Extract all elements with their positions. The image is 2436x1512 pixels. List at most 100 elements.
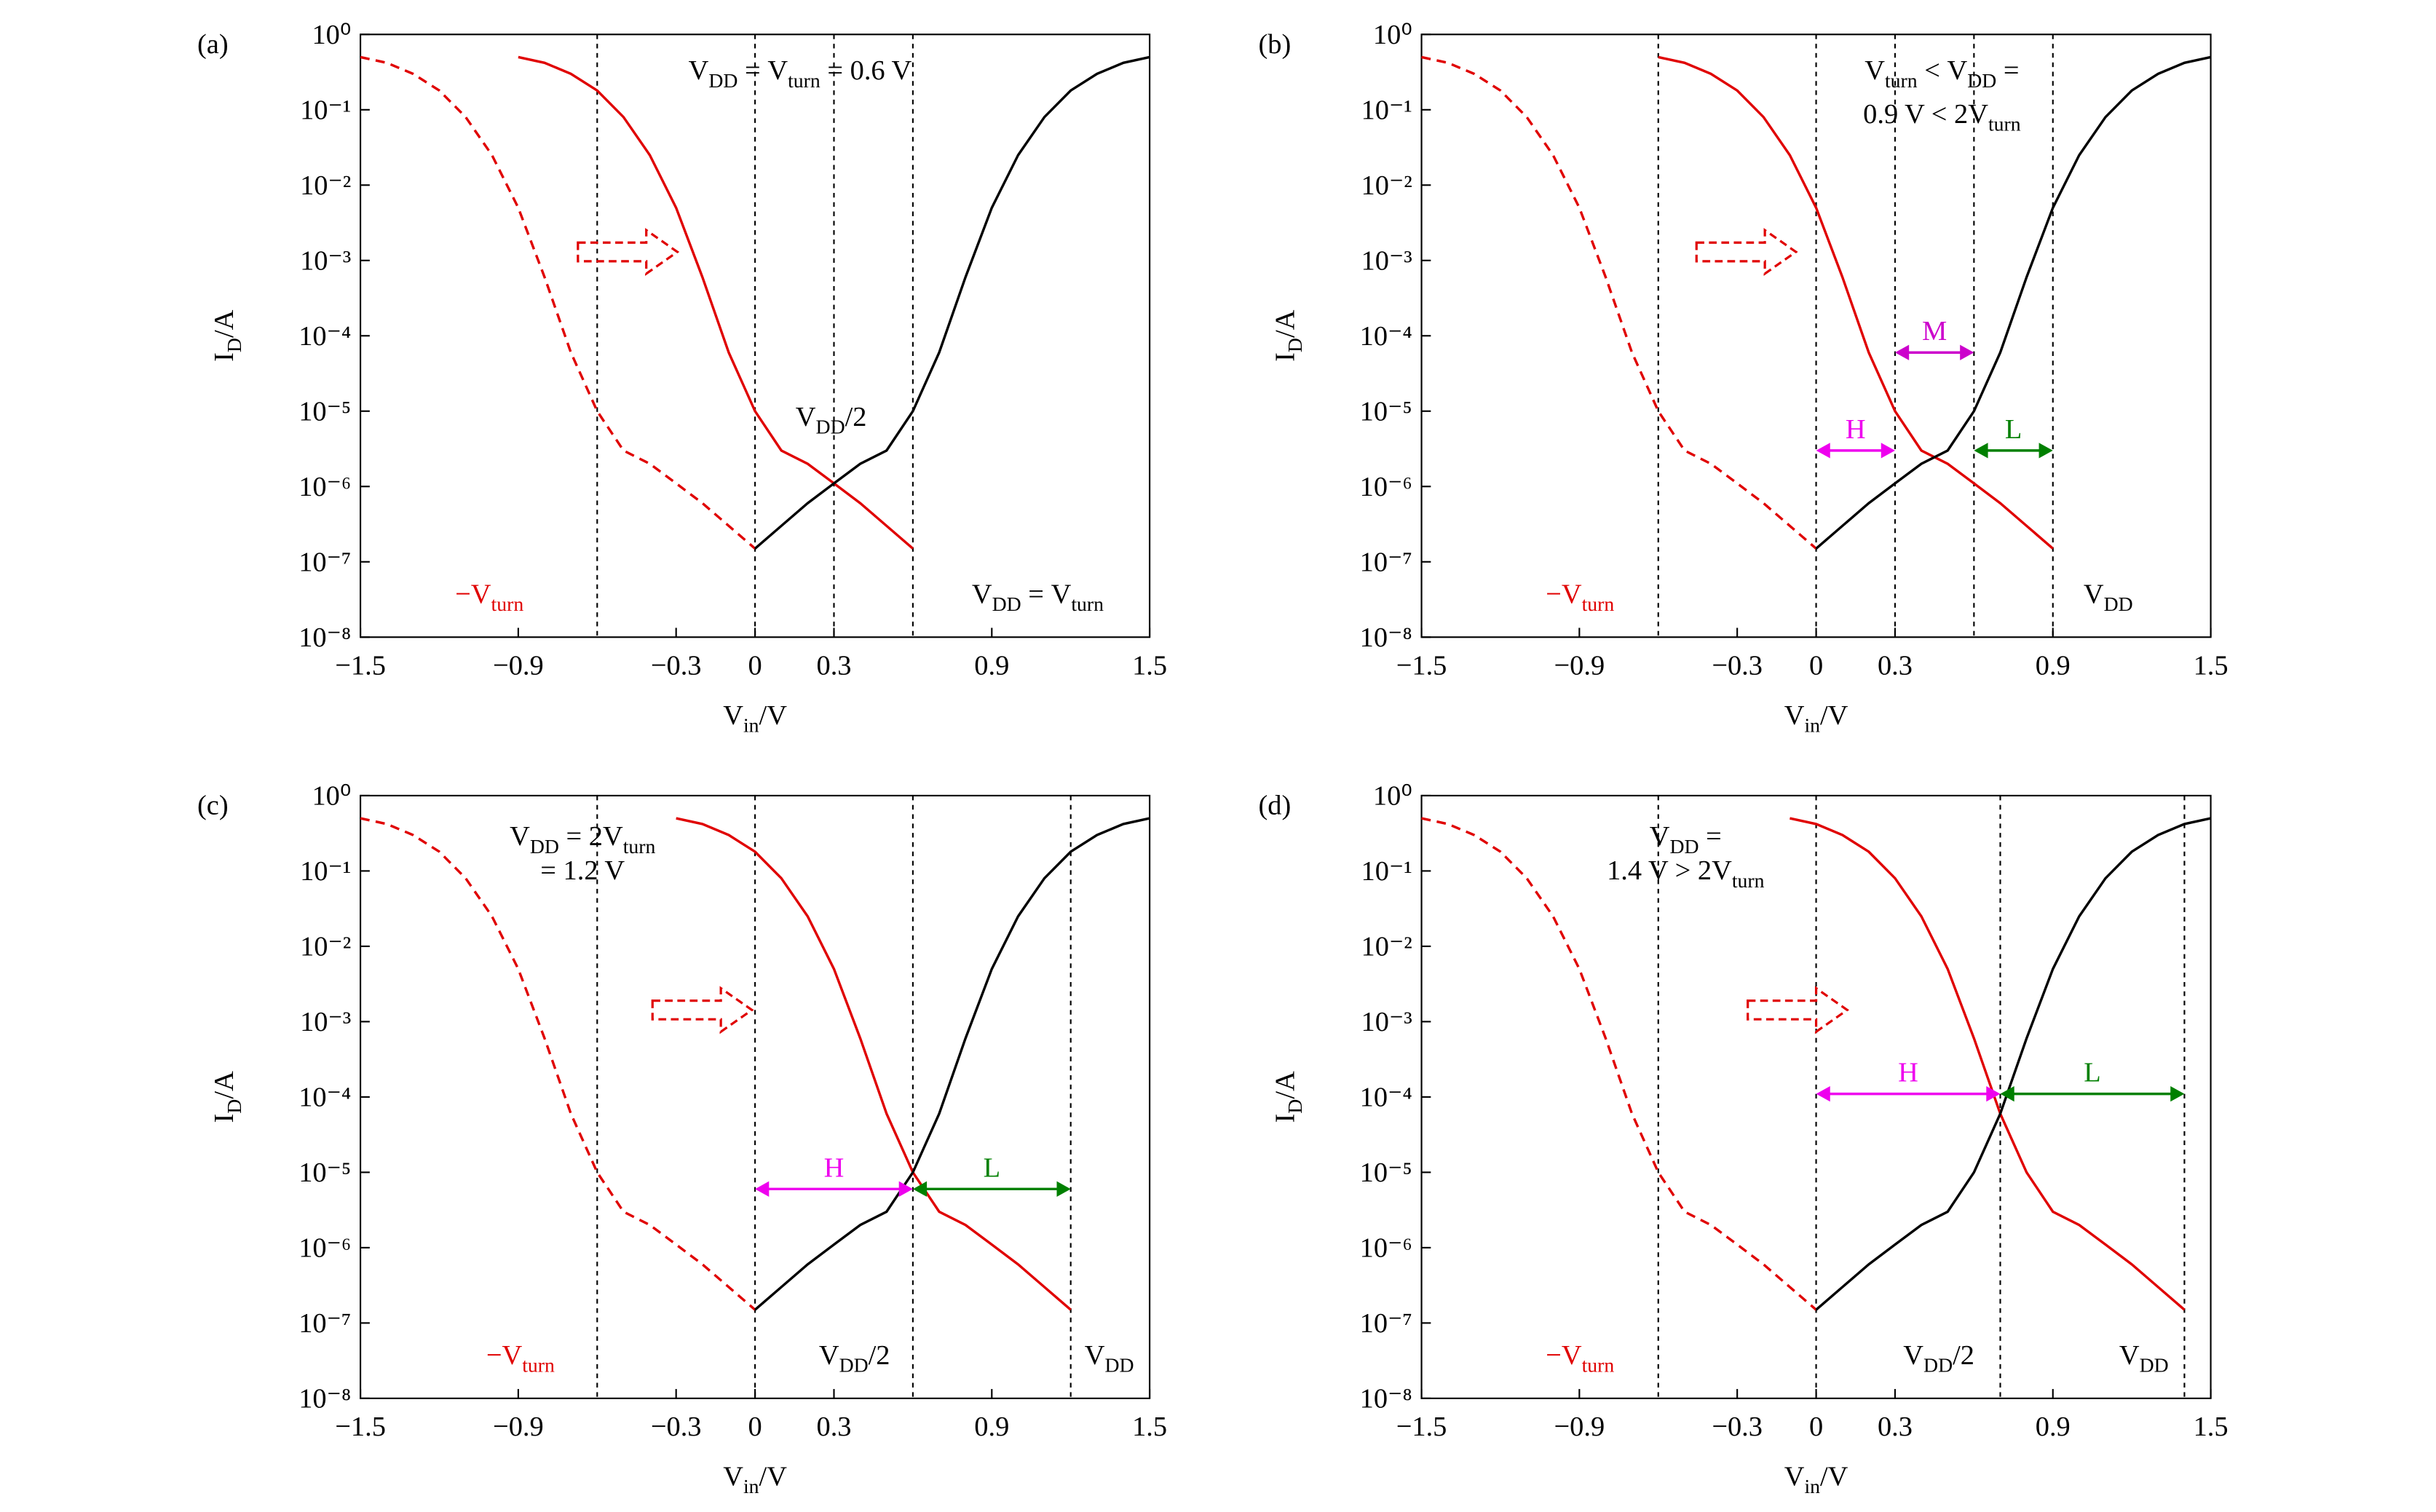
y-tick-label: 10⁻⁶ [298,1233,351,1264]
shift-arrow [1747,986,1850,1034]
text-part: V [2119,1340,2140,1371]
y-tick-label: 10⁻² [300,932,351,962]
text-part: = 0.6 V [820,55,912,86]
curve [754,817,1150,1311]
curve [360,817,756,1311]
text-part: = 2V [559,821,623,852]
curve [676,817,1072,1311]
text-part: /A [1270,309,1301,338]
annotation: Vturn < VDD = [1864,55,2019,92]
y-tick-label: 10⁻⁷ [1360,547,1412,578]
x-tick-label: −0.3 [651,1412,702,1442]
x-tick-label: 0.9 [974,650,1009,681]
text-part: /2 [1953,1340,1974,1371]
y-tick-label: 10⁰ [312,781,351,812]
x-axis-label: Vin/V [723,1461,787,1498]
text-part: /2 [845,402,867,432]
text-part: V [510,821,530,852]
text-part: I [209,1114,240,1123]
panel-label: (b) [1258,29,1291,60]
annotation: VDD [2119,1340,2169,1377]
x-axis-label: Vin/V [1784,700,1848,737]
text-part: V [1784,700,1805,731]
subscript: turn [1732,870,1765,892]
subscript: DD [1923,1355,1953,1377]
x-tick-label: 1.5 [1132,650,1167,681]
y-tick-label: 10⁻¹ [1361,856,1412,887]
x-axis-label: Vin/V [723,700,787,737]
annotation: −Vturn [1546,579,1614,616]
shift-arrow [577,228,680,276]
y-tick-label: 10⁻⁵ [298,397,351,427]
y-tick-label: 10⁻² [300,170,351,201]
subscript: turn [788,70,820,92]
text-part: V [1903,1340,1923,1371]
x-tick-label: −0.9 [1554,1412,1605,1442]
x-tick-label: −1.5 [1396,650,1447,681]
y-axis-label: ID/A [209,309,246,361]
text-part: −V [1546,1340,1582,1371]
y-axis-label: ID/A [209,1071,246,1123]
x-tick-label: −0.3 [1712,650,1763,681]
subscript: D [1284,338,1307,352]
text-part: < [1918,55,1947,86]
y-tick-label: 10⁻⁵ [298,1157,351,1188]
y-tick-label: 10⁻³ [1361,246,1412,277]
y-tick-label: 10⁻³ [300,246,351,277]
panel: 10⁻⁸ 10⁻⁷ 10⁻⁶ 10⁻⁵ 10⁻⁴ 10⁻³ 10⁻² 10⁻¹ 10⁰ −1.5 −… [197,20,1167,737]
subscript: D [224,338,246,352]
y-tick-label: 10⁻⁷ [298,1308,351,1339]
x-tick-label: 0.3 [1878,650,1913,681]
subscript: DD [1967,70,1996,92]
subscript: DD [2140,1355,2169,1377]
panel: 10⁻⁸ 10⁻⁷ 10⁻⁶ 10⁻⁵ 10⁻⁴ 10⁻³ 10⁻² 10⁻¹ 10⁰ −1.5 −… [197,781,1167,1498]
subscript: DD [839,1355,869,1377]
annotation: VDD [1085,1340,1134,1377]
curve [1815,55,2211,550]
annotation: VDD/2 [1903,1340,1974,1377]
annotation: VDD = 2Vturn [510,821,655,858]
y-tick-label: 10⁻⁷ [1360,1308,1412,1339]
text-part: V [767,55,788,86]
panel: 10⁻⁸ 10⁻⁷ 10⁻⁶ 10⁻⁵ 10⁻⁴ 10⁻³ 10⁻² 10⁻¹ 10⁰ −1.5 −… [1258,781,2228,1498]
y-axis-label: ID/A [1270,1071,1308,1123]
subscript: DD [1670,836,1699,858]
x-tick-label: 0 [748,650,762,681]
y-tick-label: 10⁻⁶ [1360,472,1412,502]
y-tick-label: 10⁻² [1361,170,1412,201]
y-tick-label: 10⁻³ [1361,1007,1412,1037]
text-part: /2 [869,1340,890,1371]
annotation: VDD [2084,579,2133,616]
y-tick-label: 10⁻¹ [300,856,351,887]
curve [518,55,914,550]
span-label: M [1922,316,1947,347]
x-tick-label: −0.9 [493,1412,544,1442]
text-part: −V [486,1340,523,1371]
shift-arrow [1695,228,1798,276]
y-tick-label: 10⁻⁸ [1360,1384,1412,1414]
subscript: turn [491,593,524,616]
annotation: −Vturn [1546,1340,1614,1377]
curve [360,55,756,550]
text-part: V [723,700,743,731]
y-tick-label: 10⁻¹ [1361,95,1412,126]
subscript: in [1804,714,1820,737]
y-tick-label: 10⁻¹ [300,95,351,126]
text-part: = [1996,55,2019,86]
x-tick-label: 0.9 [2036,650,2071,681]
subscript: DD [816,416,845,439]
text-part: 0.9 V < 2V [1863,99,1988,130]
x-tick-label: 0 [1809,650,1823,681]
annotation: 0.9 V < 2Vturn [1863,99,2021,136]
x-tick-label: −1.5 [1396,1412,1447,1442]
text-part: V [796,402,816,432]
text-part: /A [209,1071,240,1099]
span-label: H [1846,414,1866,445]
curve [1790,817,2186,1311]
y-tick-label: 10⁻⁶ [1360,1233,1412,1264]
y-tick-label: 10⁻⁵ [1360,397,1412,427]
annotation: 1.4 V > 2Vturn [1607,855,1765,892]
x-tick-label: 0.3 [1878,1412,1913,1442]
annotation: −Vturn [486,1340,555,1377]
